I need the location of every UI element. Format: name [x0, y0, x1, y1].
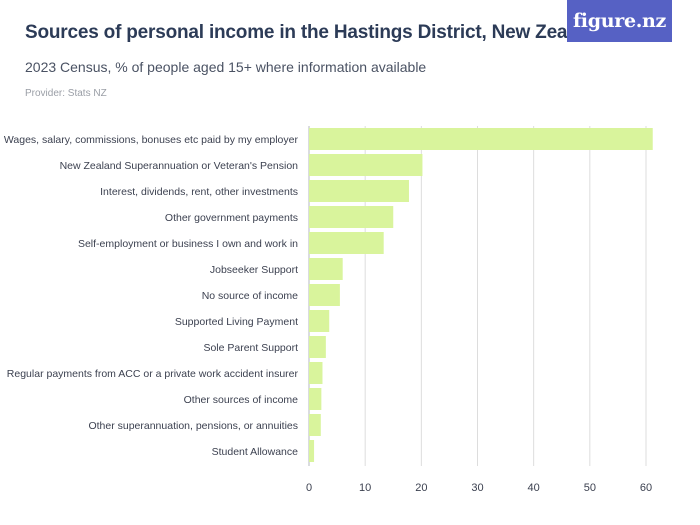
category-label: Interest, dividends, rent, other investm…	[100, 186, 298, 198]
x-tick-label: 20	[415, 482, 427, 494]
category-label: Jobseeker Support	[210, 264, 298, 276]
bar	[309, 388, 322, 410]
bar	[309, 336, 326, 358]
category-label: New Zealand Superannuation or Veteran's …	[60, 160, 299, 172]
chart-subtitle: 2023 Census, % of people aged 15+ where …	[25, 59, 427, 75]
bar	[309, 206, 394, 228]
bar	[309, 258, 343, 280]
chart-title: Sources of personal income in the Hastin…	[25, 22, 606, 43]
category-label: Other sources of income	[184, 394, 299, 406]
x-tick-label: 30	[471, 482, 483, 494]
bar	[309, 180, 409, 202]
bar	[309, 284, 340, 306]
category-label: No source of income	[202, 290, 298, 302]
provider-credit: Provider: Stats NZ	[25, 88, 107, 99]
x-tick-label: 0	[306, 482, 312, 494]
category-label: Self-employment or business I own and wo…	[78, 238, 298, 250]
x-tick-label: 60	[640, 482, 652, 494]
bar	[309, 310, 330, 332]
x-tick-label: 10	[359, 482, 371, 494]
bar	[309, 128, 653, 150]
category-label: Sole Parent Support	[203, 342, 298, 354]
bar	[309, 154, 423, 176]
bar	[309, 362, 323, 384]
category-label: Supported Living Payment	[175, 316, 298, 328]
figure-nz-logo[interactable]: figure.nz	[567, 0, 672, 42]
category-label: Other superannuation, pensions, or annui…	[88, 420, 298, 432]
category-label: Regular payments from ACC or a private w…	[7, 368, 299, 380]
category-label: Wages, salary, commissions, bonuses etc …	[4, 134, 299, 146]
x-tick-label: 40	[528, 482, 540, 494]
bar	[309, 232, 384, 254]
category-label: Other government payments	[165, 212, 298, 224]
x-tick-label: 50	[584, 482, 596, 494]
category-label: Student Allowance	[212, 446, 299, 458]
bar	[309, 414, 321, 436]
bar	[309, 440, 315, 462]
